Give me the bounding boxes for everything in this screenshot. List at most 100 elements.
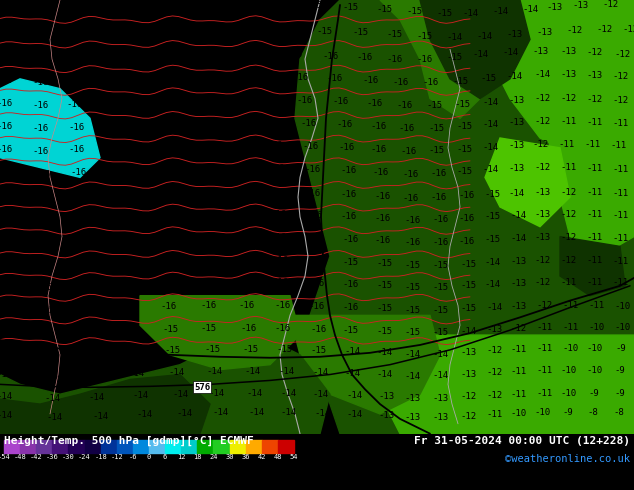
Text: -12: -12 xyxy=(460,392,476,401)
Bar xyxy=(68,440,84,453)
Text: -16: -16 xyxy=(177,74,193,82)
Text: -11: -11 xyxy=(536,389,552,398)
Text: -16: -16 xyxy=(296,96,312,105)
Text: -15: -15 xyxy=(460,260,476,269)
Text: -15: -15 xyxy=(342,258,358,267)
Text: -16: -16 xyxy=(197,256,213,265)
Text: -15: -15 xyxy=(433,261,449,270)
Text: -16: -16 xyxy=(102,75,118,84)
Text: -13: -13 xyxy=(460,370,476,379)
Text: -16: -16 xyxy=(308,279,324,288)
Text: -16: -16 xyxy=(367,99,383,108)
Text: -16: -16 xyxy=(108,144,124,152)
Text: -54: -54 xyxy=(0,454,10,460)
Text: -13: -13 xyxy=(433,414,449,422)
Polygon shape xyxy=(380,0,510,118)
Text: -16: -16 xyxy=(343,303,359,312)
Text: -16: -16 xyxy=(222,95,238,104)
Text: -16: -16 xyxy=(240,324,256,333)
Text: -15: -15 xyxy=(452,77,468,86)
Text: -16: -16 xyxy=(167,0,183,9)
Text: -14: -14 xyxy=(314,410,330,418)
Text: -16: -16 xyxy=(234,188,250,196)
Text: -16: -16 xyxy=(338,144,354,152)
Text: -13: -13 xyxy=(509,164,525,173)
Text: -14: -14 xyxy=(405,372,421,381)
Text: -13: -13 xyxy=(433,393,449,403)
Text: -10: -10 xyxy=(588,323,604,332)
Text: -16: -16 xyxy=(309,302,325,311)
Text: -15: -15 xyxy=(120,303,136,312)
Text: 0: 0 xyxy=(147,454,151,460)
Text: -15: -15 xyxy=(38,306,54,315)
Text: -13: -13 xyxy=(586,72,602,80)
Text: -14: -14 xyxy=(482,98,498,107)
Text: -14: -14 xyxy=(128,369,144,378)
Text: -14: -14 xyxy=(280,389,296,398)
Text: -13: -13 xyxy=(535,233,551,242)
Bar xyxy=(214,440,230,453)
Text: -13: -13 xyxy=(560,71,576,79)
Text: -16: -16 xyxy=(87,3,103,12)
Text: -12: -12 xyxy=(560,188,576,196)
Text: -15: -15 xyxy=(77,282,93,291)
Text: -16: -16 xyxy=(117,280,133,289)
Text: -16: -16 xyxy=(155,234,171,243)
Text: -12: -12 xyxy=(536,301,552,310)
Text: 42: 42 xyxy=(257,454,266,460)
Text: -12: -12 xyxy=(110,454,123,460)
Text: -16: -16 xyxy=(432,238,448,247)
Text: -16: -16 xyxy=(0,30,13,39)
Text: -16: -16 xyxy=(34,193,50,201)
Text: -15: -15 xyxy=(376,259,392,268)
Text: -15: -15 xyxy=(79,305,95,314)
Text: -15: -15 xyxy=(165,346,181,355)
Text: -11: -11 xyxy=(587,233,603,242)
Text: -16: -16 xyxy=(36,238,52,247)
Text: -48: -48 xyxy=(14,454,27,460)
Text: -16: -16 xyxy=(202,0,218,8)
Text: -15: -15 xyxy=(417,32,433,41)
Text: -15: -15 xyxy=(485,235,501,244)
Text: -16: -16 xyxy=(275,324,291,333)
Text: -16: -16 xyxy=(459,214,475,223)
Text: -11: -11 xyxy=(559,140,575,149)
Text: -14: -14 xyxy=(85,371,101,380)
Text: -14: -14 xyxy=(44,393,60,403)
Text: -16: -16 xyxy=(0,191,13,199)
Text: -14: -14 xyxy=(344,347,360,356)
Text: 30: 30 xyxy=(225,454,234,460)
Text: -9: -9 xyxy=(614,366,625,375)
Text: -16: -16 xyxy=(340,190,356,198)
Text: -16: -16 xyxy=(102,28,118,37)
Text: -16: -16 xyxy=(304,165,320,174)
Text: -15: -15 xyxy=(484,212,500,221)
Text: -14: -14 xyxy=(482,120,498,129)
Text: -12: -12 xyxy=(587,48,603,57)
Text: -16: -16 xyxy=(172,26,188,35)
Text: -16: -16 xyxy=(32,147,48,156)
Text: -12: -12 xyxy=(486,368,502,377)
Text: -15: -15 xyxy=(317,27,333,36)
Text: -16: -16 xyxy=(73,214,89,223)
Text: -14: -14 xyxy=(312,368,328,377)
Text: -15: -15 xyxy=(460,304,476,313)
Bar xyxy=(53,440,68,453)
Text: -11: -11 xyxy=(587,256,603,265)
Text: -16: -16 xyxy=(357,52,373,62)
Text: -15: -15 xyxy=(454,100,470,109)
Text: -11: -11 xyxy=(613,257,629,266)
Bar xyxy=(181,440,197,453)
Text: -24: -24 xyxy=(78,454,91,460)
Text: -14: -14 xyxy=(462,9,478,18)
Text: -14: -14 xyxy=(347,411,363,419)
Text: -16: -16 xyxy=(0,3,13,12)
Text: -16: -16 xyxy=(137,27,153,36)
Text: -12: -12 xyxy=(511,324,527,333)
Text: -15: -15 xyxy=(82,349,98,358)
Text: -14: -14 xyxy=(460,327,476,336)
Text: -15: -15 xyxy=(405,328,421,337)
Text: -11: -11 xyxy=(586,164,602,173)
Text: -17: -17 xyxy=(257,73,273,81)
Text: -12: -12 xyxy=(486,346,502,355)
